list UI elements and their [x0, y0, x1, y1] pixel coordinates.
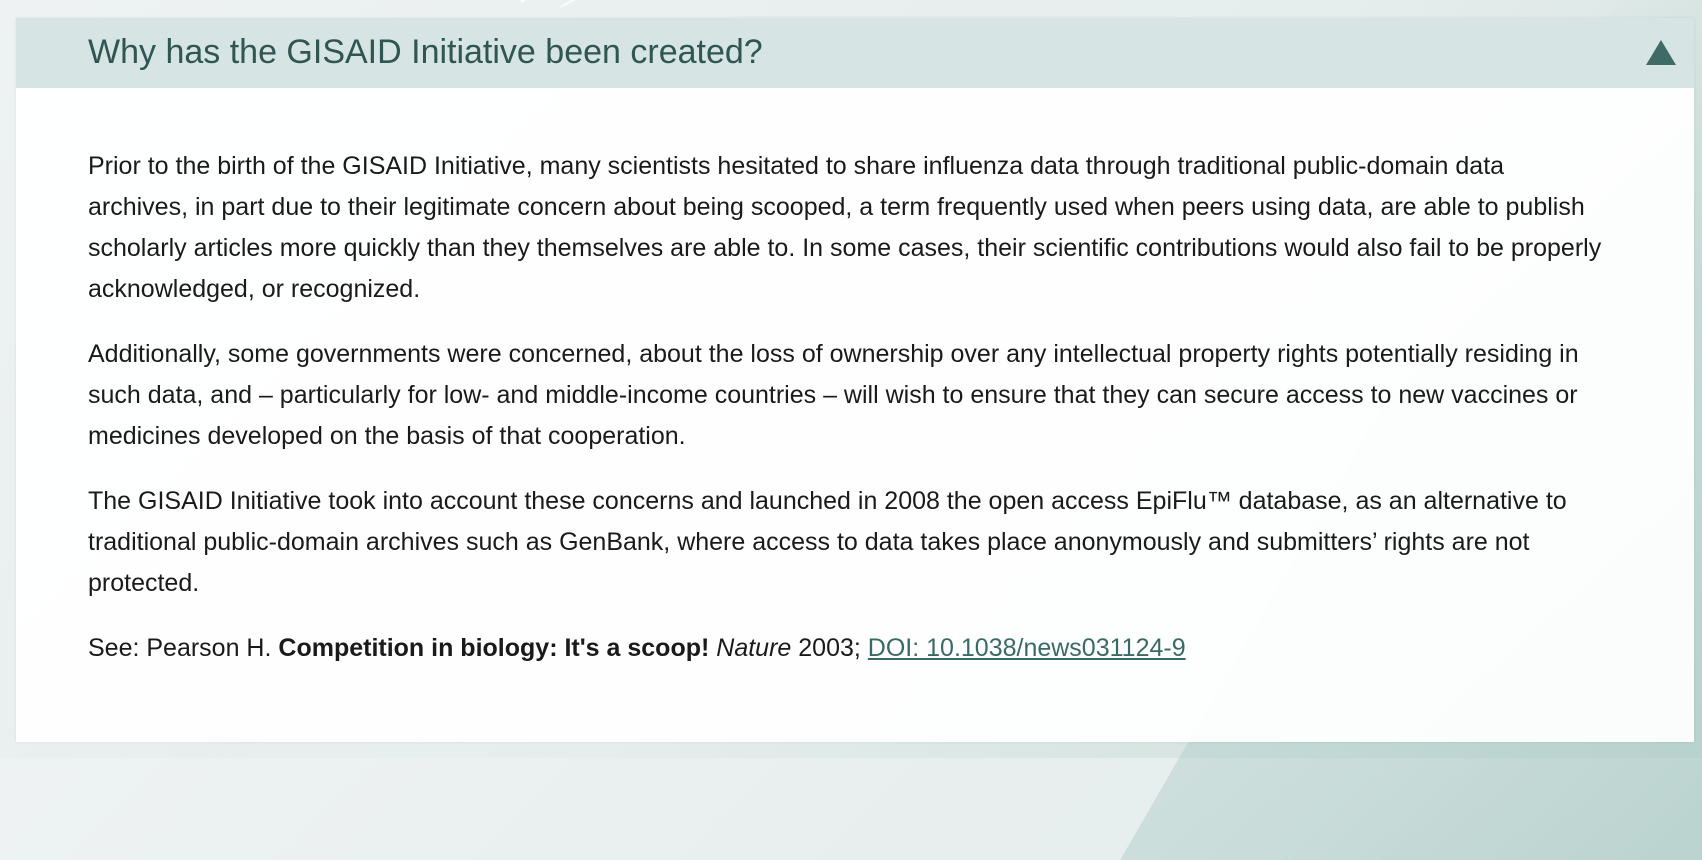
- reference-title: Competition in biology: It's a scoop!: [278, 634, 710, 662]
- reference-journal: Nature: [716, 634, 792, 662]
- background-streak: [560, 0, 614, 8]
- reference-citation: See: Pearson H. Competition in biology: …: [88, 628, 1608, 669]
- accordion-title[interactable]: Why has the GISAID Initiative been creat…: [88, 33, 763, 71]
- triangle-up-icon[interactable]: [1646, 40, 1676, 65]
- accordion-header[interactable]: Why has the GISAID Initiative been creat…: [16, 18, 1694, 88]
- paragraph-governments: Additionally, some governments were conc…: [88, 340, 1579, 450]
- reference-year: 2003;: [798, 634, 861, 662]
- background-streak: [520, 0, 601, 3]
- paragraph-epiflu: The GISAID Initiative took into account …: [88, 487, 1567, 597]
- doi-link[interactable]: DOI: 10.1038/news031124-9: [867, 634, 1186, 662]
- accordion-body: Prior to the birth of the GISAID Initiat…: [88, 146, 1608, 693]
- paragraph-background: Prior to the birth of the GISAID Initiat…: [88, 152, 1602, 303]
- reference-prefix: See: Pearson H.: [88, 634, 279, 662]
- faq-accordion-panel: Why has the GISAID Initiative been creat…: [16, 18, 1694, 742]
